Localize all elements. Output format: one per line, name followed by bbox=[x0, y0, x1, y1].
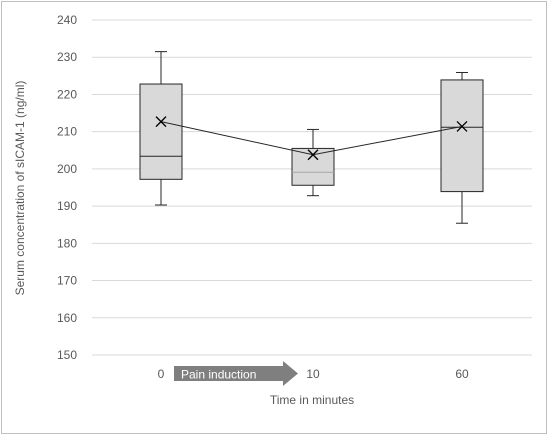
pain-induction-annotation: Pain induction bbox=[174, 361, 298, 386]
y-axis-label: Serum concentration of sICAM-1 (ng/ml) bbox=[13, 81, 27, 296]
x-tick-label: 0 bbox=[158, 367, 165, 381]
y-axis-tick-labels: 150 160 170 180 190 200 210 220 230 240 bbox=[57, 13, 77, 362]
chart-frame: 150 160 170 180 190 200 210 220 230 240 0 10 60 Pai… bbox=[1, 1, 547, 434]
box-10 bbox=[291, 128, 335, 197]
box-plot-chart: 150 160 170 180 190 200 210 220 230 240 0 10 60 Pai… bbox=[13, 13, 532, 407]
y-tick-label: 180 bbox=[57, 236, 77, 250]
box-60 bbox=[440, 71, 484, 224]
mean-marker-60 bbox=[456, 120, 468, 132]
mean-series bbox=[155, 116, 468, 161]
iqr-box bbox=[291, 147, 335, 186]
x-tick-label: 10 bbox=[306, 367, 320, 381]
mean-marker-0 bbox=[155, 116, 167, 128]
box-0 bbox=[139, 51, 183, 206]
y-tick-label: 150 bbox=[57, 348, 77, 362]
arrow-shape bbox=[174, 361, 298, 386]
x-axis-label: Time in minutes bbox=[270, 393, 354, 407]
iqr-box bbox=[440, 79, 484, 193]
y-tick-label: 190 bbox=[57, 199, 77, 213]
annotation-label: Pain induction bbox=[181, 368, 256, 382]
y-tick-label: 230 bbox=[57, 50, 77, 64]
x-axis-tick-labels: 0 10 60 bbox=[158, 367, 469, 381]
y-tick-label: 160 bbox=[57, 311, 77, 325]
y-tick-label: 240 bbox=[57, 13, 77, 27]
x-tick-label: 60 bbox=[455, 367, 469, 381]
y-tick-label: 210 bbox=[57, 125, 77, 139]
y-tick-label: 220 bbox=[57, 87, 77, 101]
y-tick-label: 200 bbox=[57, 162, 77, 176]
box-series bbox=[139, 51, 484, 224]
y-tick-label: 170 bbox=[57, 274, 77, 288]
iqr-box bbox=[139, 83, 183, 180]
mean-marker-10 bbox=[307, 149, 319, 161]
